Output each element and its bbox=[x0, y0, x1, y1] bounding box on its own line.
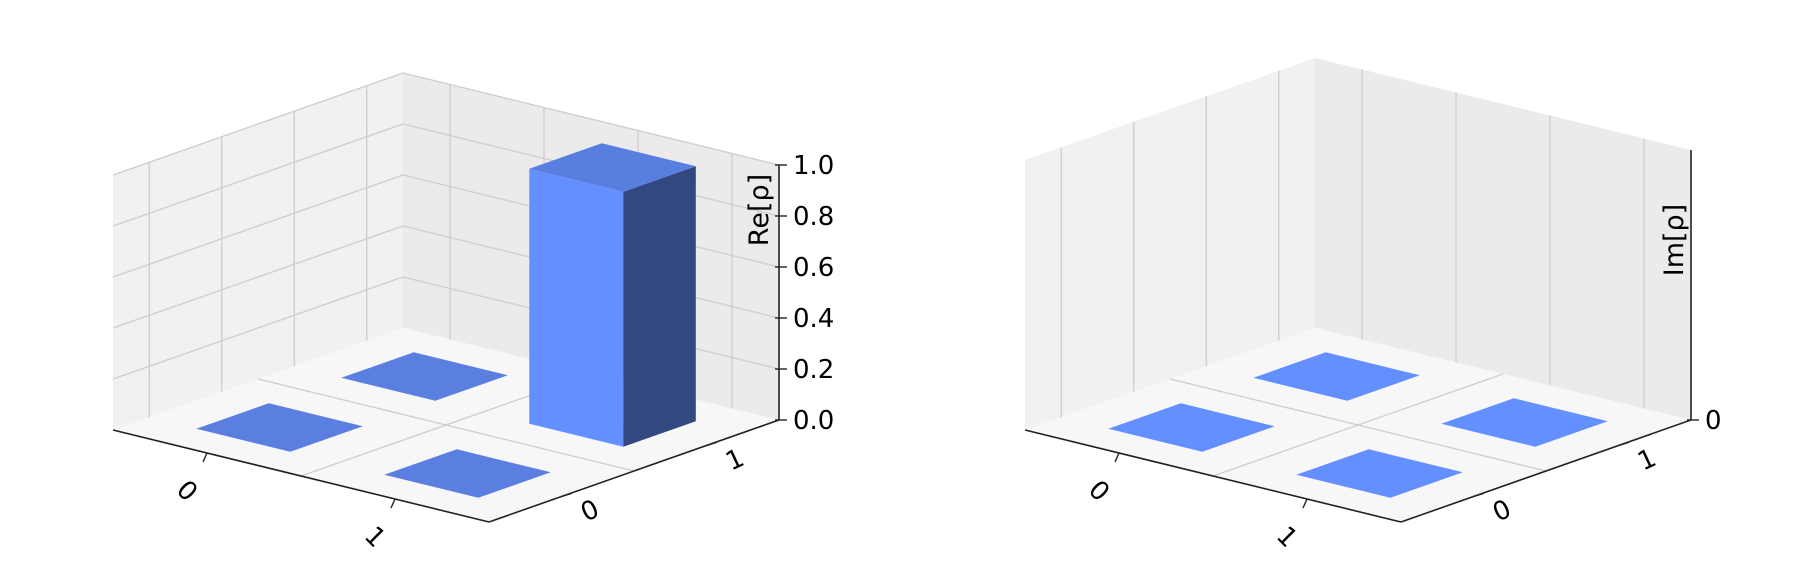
real-part-3d-bar-chart: 0 1 0 1 0.0 0.2 0.4 0.6 0.8 1.0 Re[ρ] bbox=[112, 72, 834, 554]
bar-top-face bbox=[341, 352, 508, 401]
x-tick bbox=[202, 452, 208, 463]
bar-0-0 bbox=[196, 403, 363, 452]
bar-top-face bbox=[1441, 398, 1608, 447]
y-tick bbox=[706, 441, 717, 447]
z-tick-label: 0.6 bbox=[793, 253, 834, 283]
x-axis-line bbox=[112, 429, 490, 523]
bar-top-face bbox=[384, 449, 551, 498]
y-tick-label: 0 bbox=[576, 494, 604, 528]
bar-top-face bbox=[196, 403, 363, 452]
y-axis-line bbox=[1400, 419, 1692, 523]
z-tick-label: 0.4 bbox=[793, 304, 834, 334]
grid-line bbox=[1169, 378, 1547, 472]
z-tick-label: 1.0 bbox=[793, 151, 834, 181]
bar-top-face bbox=[529, 143, 696, 192]
bar-0-1 bbox=[1253, 352, 1420, 401]
bar-0-0 bbox=[1108, 403, 1275, 452]
y-tick-label: 1 bbox=[721, 443, 749, 477]
x-axis-line bbox=[1024, 429, 1402, 523]
left-pane bbox=[113, 73, 403, 430]
grid-line bbox=[112, 72, 780, 176]
bar-top-face bbox=[1108, 403, 1275, 452]
z-tick-label: 0.0 bbox=[793, 406, 834, 436]
z-tick-label: 0 bbox=[1705, 406, 1722, 436]
y-tick-label: 0 bbox=[1488, 494, 1516, 528]
bar-1-1 bbox=[1441, 398, 1608, 447]
x-tick bbox=[1114, 452, 1120, 463]
bar-1-1 bbox=[529, 143, 696, 447]
y-tick bbox=[561, 492, 572, 498]
left-pane bbox=[1025, 58, 1315, 430]
bar-0-1 bbox=[341, 352, 508, 401]
x-tick-label: 1 bbox=[358, 521, 391, 554]
y-tick-label: 1 bbox=[1633, 443, 1661, 477]
z-axis-label: Im[ρ] bbox=[1659, 204, 1690, 276]
grid-line bbox=[257, 378, 635, 472]
bar-side-face bbox=[623, 166, 696, 447]
y-axis-line bbox=[488, 419, 780, 523]
y-tick bbox=[1473, 492, 1484, 498]
z-axis-label: Re[ρ] bbox=[744, 174, 775, 246]
back-pane bbox=[1315, 58, 1691, 420]
bar-1-0 bbox=[1296, 449, 1463, 498]
z-tick-label: 0.8 bbox=[793, 202, 834, 232]
x-tick-label: 0 bbox=[170, 475, 203, 508]
bar-top-face bbox=[1296, 449, 1463, 498]
y-tick bbox=[1618, 441, 1629, 447]
x-tick-label: 0 bbox=[1082, 475, 1115, 508]
x-tick bbox=[1302, 498, 1308, 509]
imaginary-part-3d-bar-chart: 0 1 0 1 0 Im[ρ] bbox=[1024, 58, 1722, 554]
z-tick-label: 0.2 bbox=[793, 355, 834, 385]
bar-front-face bbox=[529, 168, 624, 447]
bar-1-0 bbox=[384, 449, 551, 498]
x-tick-label: 1 bbox=[1270, 521, 1303, 554]
bar-top-face bbox=[1253, 352, 1420, 401]
x-tick bbox=[390, 498, 396, 509]
